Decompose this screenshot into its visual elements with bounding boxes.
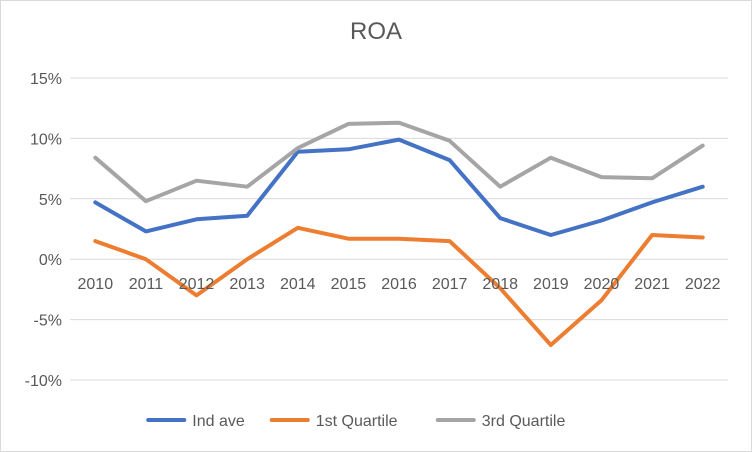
legend-label: Ind ave [192, 413, 245, 430]
series-line [93, 137, 705, 237]
x-tick-label: 2019 [533, 276, 569, 293]
legend-label: 3rd Quartile [482, 413, 566, 430]
x-tick-label: 2015 [331, 276, 367, 293]
x-tick-label: 2013 [229, 276, 265, 293]
y-tick-label: -10% [25, 373, 62, 390]
legend-label: 1st Quartile [316, 413, 398, 430]
x-tick-label: 2010 [78, 276, 114, 293]
y-tick-label: 5% [39, 192, 62, 209]
x-tick-label: 2017 [432, 276, 468, 293]
legend-item: Ind ave [146, 413, 245, 430]
legend-item: 1st Quartile [269, 413, 398, 430]
x-tick-label: 2021 [634, 276, 670, 293]
x-tick-label: 2022 [685, 276, 721, 293]
y-tick-label: -5% [34, 313, 62, 330]
x-tick-label: 2018 [482, 276, 518, 293]
y-axis-ticks: -10% -5% 0% 5% 10% 15% [25, 71, 62, 390]
legend-item: 3rd Quartile [435, 413, 566, 430]
chart-title: ROA [349, 18, 402, 45]
legend: Ind ave 1st Quartile 3rd Quartile [146, 413, 566, 430]
series-lines [93, 120, 705, 347]
x-tick-label: 2012 [179, 276, 215, 293]
y-tick-label: 15% [30, 71, 62, 88]
y-tick-label: 0% [39, 252, 62, 269]
series-line [93, 120, 705, 204]
x-axis-ticks: 2010 2011 2012 2013 2014 2015 2016 2017 2018 2019… [78, 276, 721, 293]
x-tick-label: 2011 [129, 276, 164, 293]
x-tick-label: 2014 [280, 276, 316, 293]
y-tick-label: 10% [30, 131, 62, 148]
x-tick-label: 2016 [381, 276, 417, 293]
x-tick-label: 2020 [584, 276, 620, 293]
